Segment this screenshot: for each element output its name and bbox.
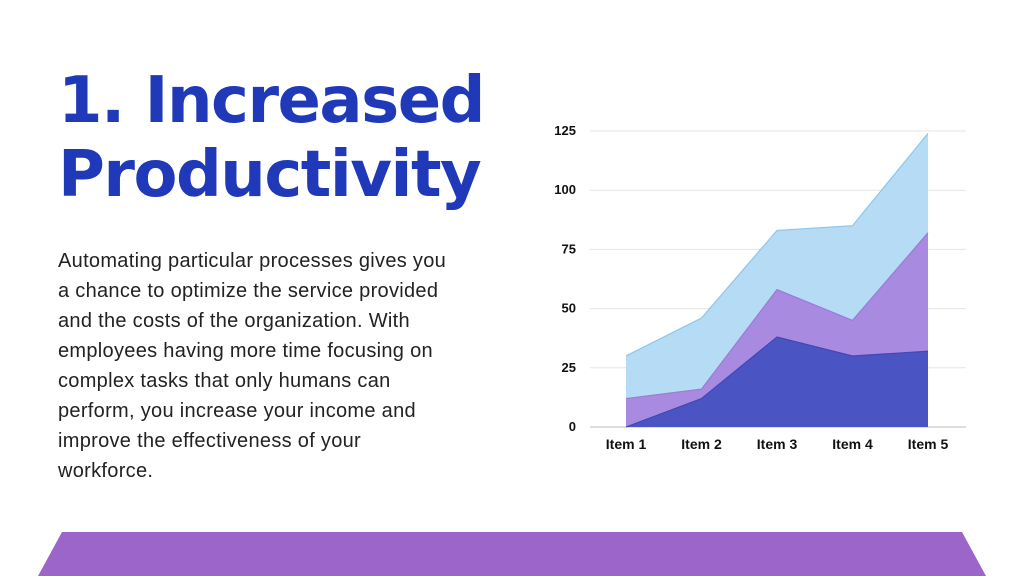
title-line-2: Productivity <box>58 138 482 212</box>
x-tick-label: Item 5 <box>908 436 949 452</box>
x-tick-label: Item 4 <box>832 436 873 452</box>
banner-shape <box>38 532 986 576</box>
area-layer <box>625 132 929 428</box>
y-tick-label: 25 <box>562 360 576 375</box>
axis-layer: 0 25 50 75 100 125 Item 1 Item 2 Item 3 Item 4 Ite… <box>554 123 948 452</box>
slide-title: 1. Increased Productivity <box>58 64 498 212</box>
y-tick-label: 0 <box>569 419 576 434</box>
y-tick-label: 100 <box>554 182 576 197</box>
bottom-banner <box>38 532 986 576</box>
title-line-1: 1. Increased <box>58 64 485 138</box>
y-tick-label: 75 <box>562 241 576 256</box>
y-tick-label: 50 <box>562 301 576 316</box>
stacked-area-chart: 0 25 50 75 100 125 Item 1 Item 2 Item 3 Item 4 Ite… <box>554 123 966 452</box>
x-tick-label: Item 1 <box>606 436 647 452</box>
x-tick-label: Item 3 <box>757 436 798 452</box>
body-paragraph: Automating particular processes gives yo… <box>58 250 447 482</box>
series-2-line <box>625 232 929 400</box>
series-1-line <box>625 336 929 428</box>
x-tick-label: Item 2 <box>681 436 722 452</box>
series-2-area <box>626 232 928 427</box>
series-1-area <box>626 337 928 427</box>
series-3-area <box>626 133 928 399</box>
series-3-line <box>625 132 929 357</box>
y-tick-label: 125 <box>554 123 576 138</box>
